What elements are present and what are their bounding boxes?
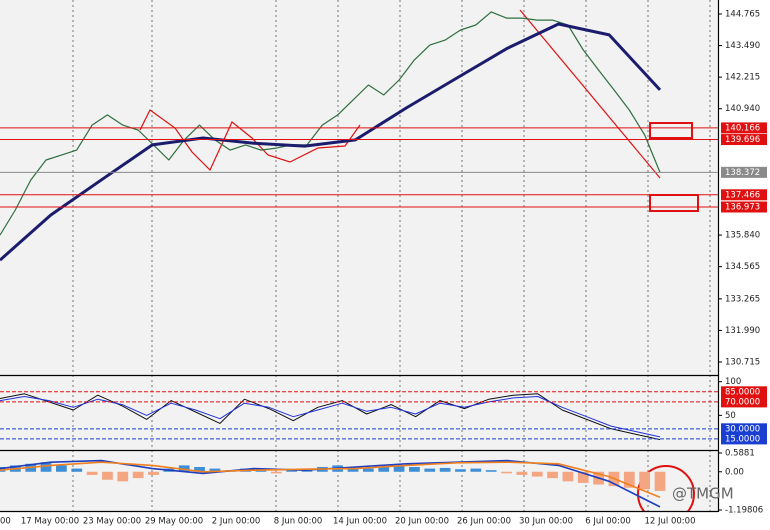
histogram-bar <box>501 471 512 474</box>
histogram-bar <box>393 465 405 472</box>
series-line <box>0 461 661 499</box>
level-label-bg <box>721 423 767 435</box>
histogram-bar <box>286 470 297 472</box>
histogram-bar <box>117 471 129 482</box>
level-label-bg <box>721 166 767 178</box>
histogram-bar <box>56 465 67 472</box>
histogram-bar <box>562 471 574 482</box>
histogram-bar <box>409 466 420 472</box>
histogram-bar <box>71 468 83 472</box>
level-label: 138.372 <box>725 168 760 178</box>
level-label-bg <box>721 201 767 213</box>
panel-borders <box>0 0 720 513</box>
x-tick-label: 30 Jun 00:00 <box>519 517 573 527</box>
histogram-bar <box>102 471 113 480</box>
plot-background <box>0 0 718 512</box>
x-tick-label: 14 Jun 00:00 <box>333 517 387 527</box>
y-tick-label: 131.990 <box>725 326 760 336</box>
histogram-bar <box>439 467 451 472</box>
histogram-bar <box>455 469 466 472</box>
histogram-bar <box>86 471 98 475</box>
x-tick-label: 26 Jun 00:00 <box>457 517 511 527</box>
histogram-bar <box>194 466 205 472</box>
histogram-bar <box>654 471 666 491</box>
histogram-bar <box>424 468 436 472</box>
y-tick-label: 100 <box>725 377 741 387</box>
histogram-bar <box>547 471 558 479</box>
y-tick-label: -1.19806 <box>725 506 763 516</box>
histogram-bar <box>270 471 282 474</box>
drawings <box>139 9 699 523</box>
histogram-bar <box>148 471 159 475</box>
level-label: 70.0000 <box>725 397 760 407</box>
level-label-bg <box>721 386 767 398</box>
level-label-bg <box>721 396 767 408</box>
x-tick-label: 20 Jun 00:00 <box>395 517 449 527</box>
y-tick-label: 142.215 <box>725 73 760 83</box>
level-label: 137.466 <box>725 190 760 200</box>
y-tick-label: 133.265 <box>725 294 760 304</box>
x-tick-label: 17 May 00:00 <box>21 517 79 527</box>
histogram-bar <box>132 471 144 479</box>
x-tick-label: 2 Jun 00:00 <box>212 517 261 527</box>
histogram-bar <box>470 468 482 472</box>
x-tick-label: 12 Jul 00:00 <box>645 517 696 527</box>
histogram-bar <box>639 471 651 490</box>
histogram-bar <box>255 470 267 472</box>
level-label: 139.696 <box>725 135 760 145</box>
x-tick-label: 00 <box>0 517 11 527</box>
x-tick-label: 8 Jun 00:00 <box>274 517 323 527</box>
y-tick-label: 143.490 <box>725 41 760 51</box>
histogram-bar <box>623 471 635 488</box>
y-tick-label: 140.940 <box>725 104 760 114</box>
time-grid <box>72 0 711 512</box>
series-line <box>0 11 661 236</box>
y-tick-label: 50 <box>725 411 736 421</box>
level-label: 140.166 <box>725 123 760 133</box>
y-tick-label: 144.765 <box>725 9 760 19</box>
y-tick-label: 0.5881 <box>725 449 755 459</box>
level-label: 85.0000 <box>725 387 760 397</box>
x-tick-label: 23 May 00:00 <box>83 517 141 527</box>
y-tick-label: 130.715 <box>725 357 760 367</box>
histogram-bar <box>531 471 543 477</box>
axis-background <box>0 512 718 530</box>
histogram-bar <box>178 465 190 472</box>
level-label: 136.973 <box>725 202 760 212</box>
y-tick-label: 134.565 <box>725 262 760 272</box>
level-label-bg <box>721 122 767 134</box>
histogram-bar <box>209 468 221 472</box>
x-tick-label: 29 May 00:00 <box>145 517 203 527</box>
level-label-bg <box>721 189 767 201</box>
level-label: 15.0000 <box>725 434 760 444</box>
histogram-bar <box>378 466 390 472</box>
histogram-bar <box>485 470 497 472</box>
level-label-bg <box>721 433 767 445</box>
histogram-bar <box>40 462 52 472</box>
histogram-bar <box>577 471 589 483</box>
watermark: @TMGM <box>672 485 734 503</box>
level-label-bg <box>721 134 767 146</box>
y-tick-label: 0.00 <box>725 467 744 477</box>
histogram-bar <box>363 468 374 472</box>
x-tick-label: 6 Jul 00:00 <box>585 517 631 527</box>
level-label: 30.0000 <box>725 424 760 434</box>
series-line <box>0 22 662 262</box>
y-tick-label: 135.840 <box>725 231 760 241</box>
histogram-bar <box>516 471 528 475</box>
